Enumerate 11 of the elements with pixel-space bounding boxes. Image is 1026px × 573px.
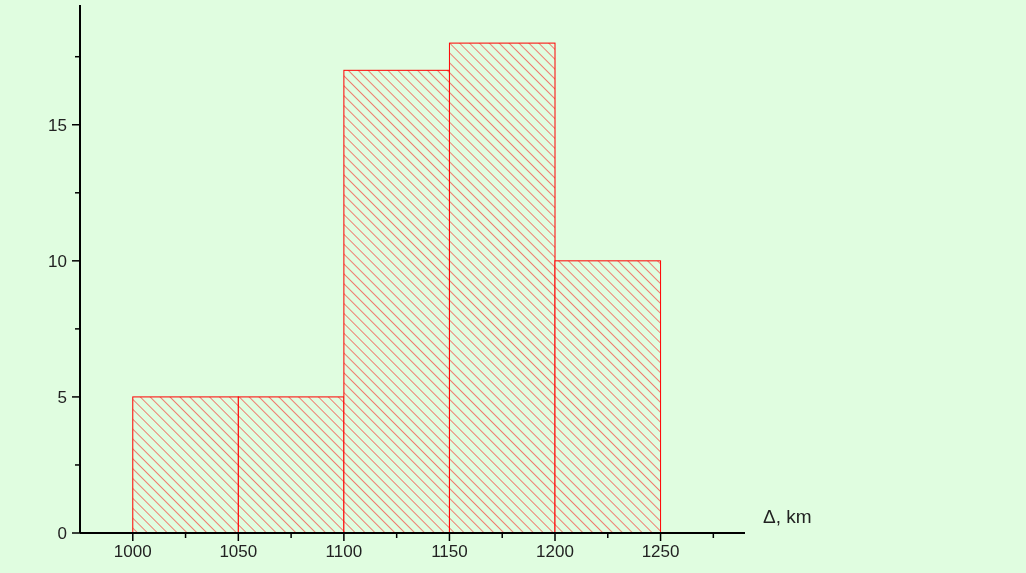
x-tick-label: 1200 (536, 542, 574, 561)
y-tick-label: 0 (57, 523, 67, 543)
x-tick-label: 1250 (641, 542, 680, 561)
x-tick-label: 1150 (431, 542, 468, 561)
y-tick-label: 15 (48, 115, 67, 135)
x-tick-label: 1000 (113, 542, 152, 561)
x-tick-label: 1100 (325, 542, 363, 561)
y-tick-label: 5 (57, 387, 67, 407)
x-tick-label: 1050 (219, 542, 258, 561)
y-tick-label: 10 (48, 251, 67, 271)
x-axis-title: Δ, km (763, 506, 812, 527)
